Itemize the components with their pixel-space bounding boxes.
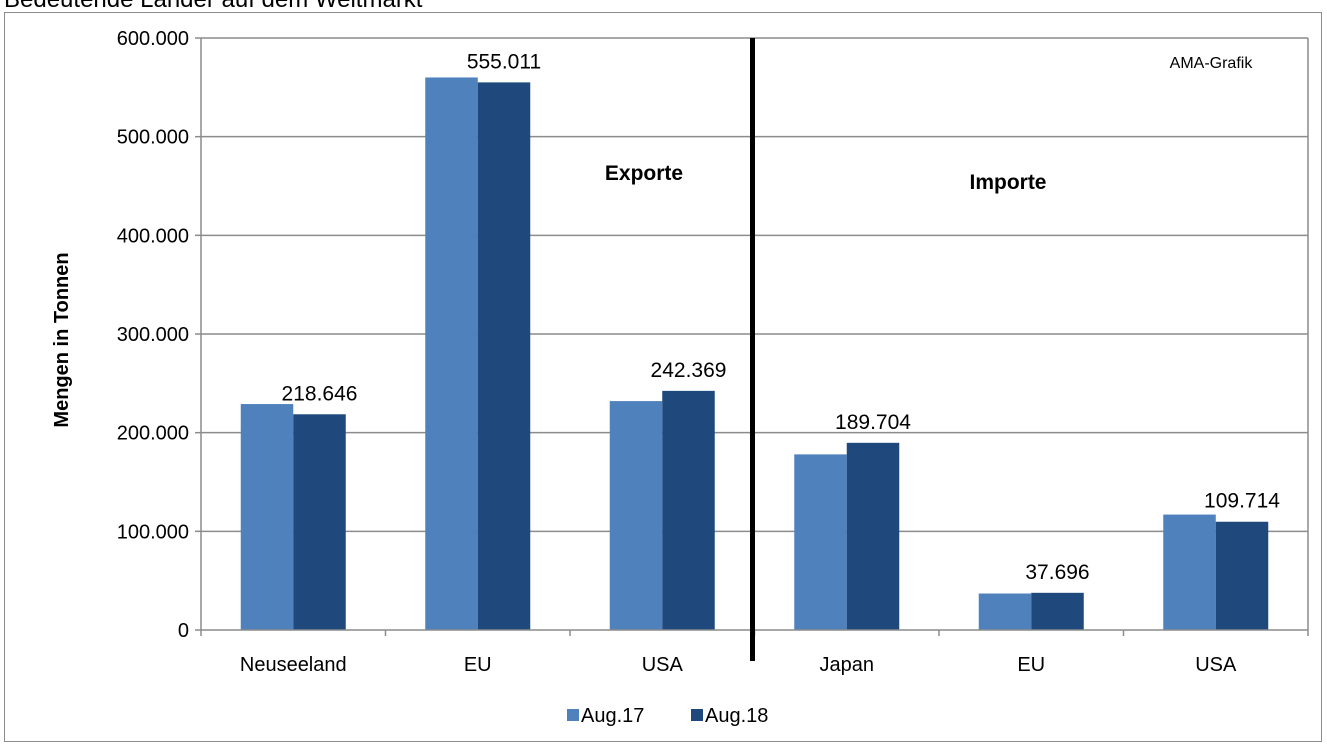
chart-frame (4, 12, 1322, 742)
y-tick-label: 200.000 (117, 423, 189, 445)
data-label: 555.011 (467, 50, 541, 73)
bar-aug18 (662, 390, 715, 630)
data-label: 242.369 (651, 359, 727, 382)
bar-aug17 (978, 593, 1032, 630)
legend: Aug.17 Aug.18 (567, 705, 768, 727)
bar-aug17 (609, 401, 663, 630)
bar-aug17 (1163, 514, 1216, 630)
data-label: 189.704 (835, 411, 911, 434)
bars (240, 77, 1269, 630)
x-tick-label: EU (464, 654, 492, 676)
y-tick-label: 600.000 (117, 28, 189, 50)
bar-aug18 (293, 414, 346, 630)
data-label: 37.696 (1025, 561, 1089, 584)
bar-aug18 (846, 442, 900, 630)
legend-label-aug17: Aug.17 (581, 705, 644, 727)
data-label: 109.714 (1204, 490, 1280, 513)
source-note: AMA-Grafik (1170, 55, 1254, 72)
y-tick-label: 300.000 (117, 324, 189, 346)
section-label-importe: Importe (969, 171, 1046, 194)
bar-aug17 (240, 404, 294, 630)
bar-aug18 (1215, 521, 1269, 630)
x-tick-label: USA (642, 654, 684, 676)
y-tick-label: 400.000 (117, 225, 189, 247)
bar-aug18 (1031, 592, 1084, 630)
x-tick-label: USA (1195, 654, 1237, 676)
legend-swatch-aug18 (691, 709, 703, 721)
page-title: Bedeutende Länder auf dem Weltmarkt (4, 0, 422, 14)
bar-aug17 (794, 454, 847, 630)
bar-aug17 (425, 77, 478, 630)
x-tick-label: Neuseeland (240, 654, 347, 676)
y-axis-label: Mengen in Tonnen (51, 252, 73, 427)
labels: Neuseeland 218.646 EU 555.011 USA 242.369 Japa… (240, 50, 1280, 676)
bar-aug18 (477, 82, 531, 630)
legend-label-aug18: Aug.18 (705, 705, 768, 727)
data-label: 218.646 (282, 382, 358, 405)
y-tick-label: 500.000 (117, 127, 189, 149)
y-tick-label: 100.000 (117, 521, 189, 543)
x-tick-label: Japan (820, 654, 875, 676)
section-label-exporte: Exporte (605, 162, 683, 185)
legend-swatch-aug17 (567, 709, 579, 721)
x-tick-label: EU (1017, 654, 1045, 676)
y-tick-label: 0 (178, 620, 189, 642)
axes: 0 100.000 200.000 300.000 400.000 500.000 600.… (117, 28, 1309, 661)
